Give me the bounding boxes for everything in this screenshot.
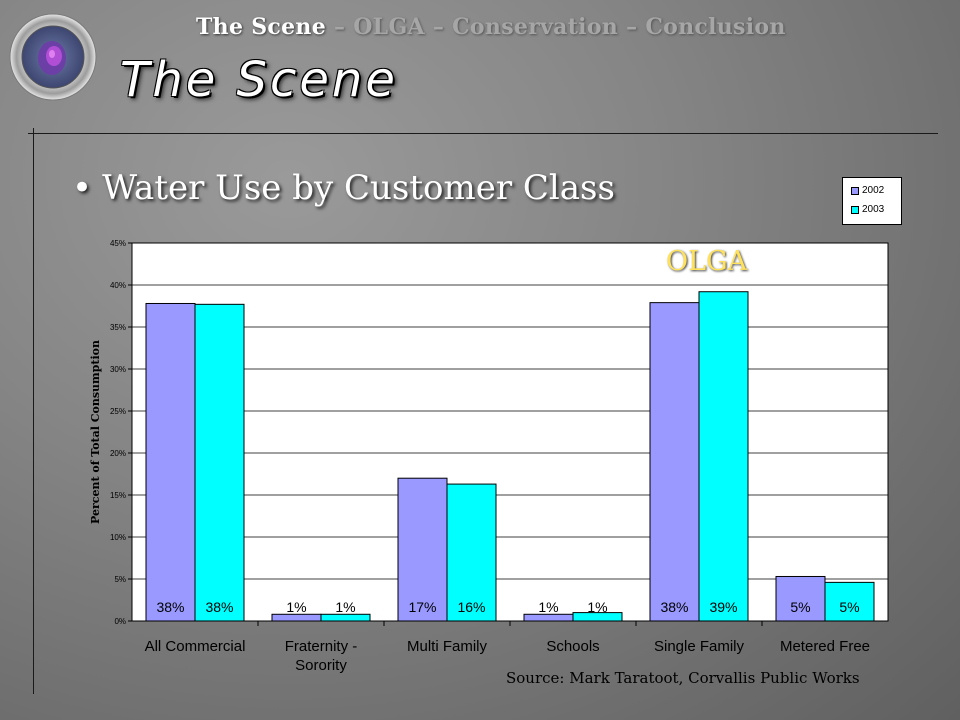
data-label-2002: 38% (660, 599, 688, 615)
data-label-2003: 39% (709, 599, 737, 615)
bar-2003 (320, 613, 371, 622)
legend-label-2002: 2002 (862, 185, 885, 196)
bar-2002 (523, 613, 574, 622)
data-label-2003: 38% (205, 599, 233, 615)
category-label: Fraternity - (285, 638, 358, 655)
y-tick-label: 30% (110, 365, 126, 374)
logo-icon (9, 13, 97, 101)
bullet-icon: • (72, 168, 93, 208)
legend-swatch-2003 (851, 205, 859, 214)
legend-swatch-2002 (851, 186, 859, 195)
y-axis-label: Percent of Total Consumption (89, 340, 102, 524)
bar-2002 (775, 575, 826, 622)
data-label-2002: 1% (538, 599, 558, 615)
nav-current-section[interactable]: The Scene (196, 14, 326, 40)
data-label-2002: 1% (286, 599, 306, 615)
legend-label-2003: 2003 (862, 204, 885, 215)
bar-2003 (824, 581, 875, 622)
category-label: Multi Family (407, 638, 488, 655)
data-label-2003: 1% (587, 599, 607, 615)
data-label-2002: 38% (156, 599, 184, 615)
slide-title: The Scene (120, 52, 398, 108)
category-label: Single Family (654, 638, 745, 655)
bar-2003 (572, 612, 623, 622)
category-label: Metered Free (780, 638, 870, 655)
legend-item-2002: 2002 (851, 185, 884, 196)
bar-2002 (649, 302, 700, 622)
y-tick-label: 35% (110, 323, 126, 332)
y-tick-label: 20% (110, 449, 126, 458)
plot-area (132, 243, 888, 621)
bar-2002 (397, 477, 448, 622)
bar-2003 (446, 483, 497, 622)
chart-legend: 2002 2003 (842, 177, 902, 225)
y-tick-label: 25% (110, 407, 126, 416)
y-tick-label: 0% (114, 617, 126, 626)
bullet-point: • Water Use by Customer Class (72, 168, 615, 208)
data-label-2003: 16% (457, 599, 485, 615)
y-tick-label: 10% (110, 533, 126, 542)
bar-2002 (145, 302, 196, 622)
section-nav: The Scene – OLGA – Conservation – Conclu… (196, 14, 786, 40)
y-tick-label: 15% (110, 491, 126, 500)
y-tick-label: 40% (110, 281, 126, 290)
bar-2003 (698, 291, 749, 622)
category-label: Sorority (295, 657, 347, 674)
bar-2003 (194, 303, 245, 622)
data-label-2003: 1% (335, 599, 355, 615)
source-citation: Source: Mark Taratoot, Corvallis Public … (506, 669, 860, 687)
data-label-2003: 5% (839, 599, 859, 615)
bullet-text: Water Use by Customer Class (102, 168, 615, 208)
category-label: All Commercial (145, 638, 246, 655)
nav-other-sections[interactable]: – OLGA – Conservation – Conclusion (326, 14, 786, 40)
category-label: Schools (546, 638, 599, 655)
y-tick-label: 5% (114, 575, 126, 584)
legend-item-2003: 2003 (851, 204, 884, 215)
y-tick-label: 45% (110, 239, 126, 248)
data-label-2002: 17% (408, 599, 436, 615)
horizontal-divider (28, 133, 938, 134)
bar-2002 (271, 613, 322, 622)
data-label-2002: 5% (790, 599, 810, 615)
vertical-divider (33, 128, 34, 694)
olga-annotation: OLGA (666, 246, 748, 277)
